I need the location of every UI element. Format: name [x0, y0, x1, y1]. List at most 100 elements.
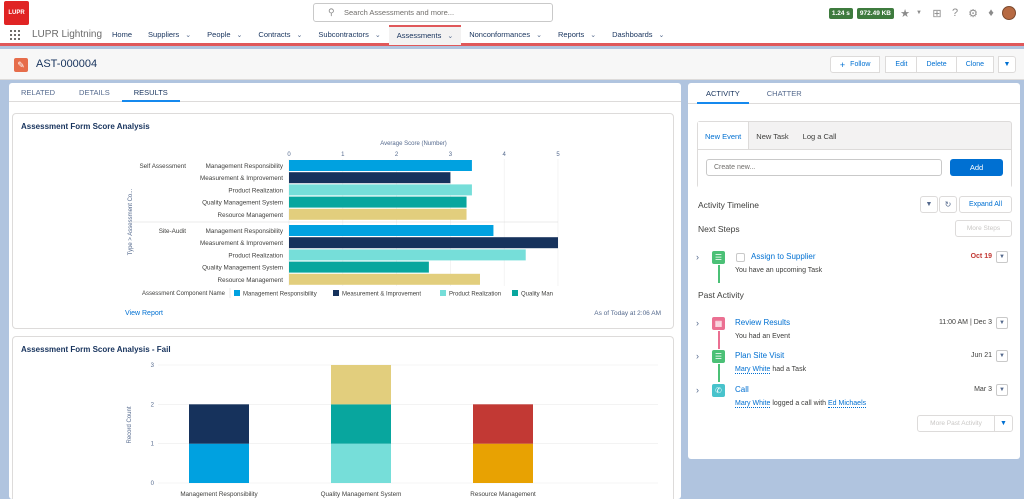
score-analysis-card: Assessment Form Score Analysis Average S…: [12, 113, 674, 329]
nav-item-assessments[interactable]: Assessments ⌄: [388, 24, 462, 45]
nav-item-subcontractors[interactable]: Subcontractors ⌄: [310, 25, 388, 45]
nav-item-reports[interactable]: Reports ⌄: [550, 25, 604, 45]
category-label: Quality Management System: [321, 491, 402, 498]
chevron-down-icon[interactable]: ⌄: [536, 31, 542, 39]
nav-item-dashboards[interactable]: Dashboards ⌄: [604, 25, 672, 45]
task-title-link[interactable]: Plan Site Visit: [735, 351, 785, 360]
event-title-link[interactable]: Review Results: [735, 318, 791, 327]
expand-all-button[interactable]: Expand All: [959, 196, 1012, 213]
bar: [289, 208, 467, 220]
delete-button[interactable]: Delete: [916, 56, 957, 73]
add-button[interactable]: Add: [950, 159, 1003, 176]
bar: [289, 249, 526, 261]
user-avatar[interactable]: [1002, 6, 1016, 20]
chevron-down-icon[interactable]: ⌄: [447, 32, 454, 40]
event-subtitle: You had an Event: [735, 333, 791, 340]
perf-memory-badge[interactable]: 972.49 KB: [856, 7, 894, 19]
timeline-item-call: › ✆ Call Mary White logged a call with E…: [696, 384, 1012, 414]
tab-related[interactable]: RELATED: [21, 88, 56, 97]
chevron-down-icon[interactable]: ⌄: [374, 31, 381, 39]
task-title-link[interactable]: Assign to Supplier: [751, 252, 816, 261]
subtitle-text: had a Task: [770, 366, 807, 373]
timeline-connector: [718, 364, 720, 382]
plus-icon: +: [839, 59, 846, 70]
tab-new-event[interactable]: New Event: [698, 122, 750, 149]
owner-link[interactable]: Mary White: [735, 366, 771, 374]
chevron-down-icon[interactable]: ⌄: [296, 31, 303, 39]
nav-item-suppliers[interactable]: Suppliers ⌄: [140, 25, 199, 45]
expand-chevron-right-icon[interactable]: ›: [696, 252, 699, 262]
global-search-input[interactable]: ⚲ Search Assessments and more...: [313, 3, 553, 22]
nav-item-label: Nonconformances: [469, 30, 531, 39]
edit-button[interactable]: Edit: [885, 56, 918, 73]
tab-details[interactable]: DETAILS: [79, 88, 110, 97]
category-label: Resource Management: [470, 491, 536, 498]
chevron-down-icon[interactable]: ▼: [1000, 420, 1007, 427]
bar: [289, 261, 429, 273]
x-tick-label: 5: [556, 152, 560, 158]
app-logo[interactable]: LUPR: [4, 1, 29, 25]
follow-button[interactable]: + Follow: [829, 56, 881, 73]
category-label: Resource Management: [218, 277, 284, 284]
task-complete-checkbox[interactable]: [736, 253, 745, 262]
subtitle-text: logged a call with: [770, 400, 828, 407]
favorites-dropdown-icon[interactable]: ▼: [916, 10, 922, 16]
category-label: Measurement & Improvement: [200, 240, 283, 247]
chevron-down-icon[interactable]: ⌄: [658, 31, 665, 39]
card-title: Assessment Form Score Analysis: [21, 122, 150, 131]
clone-button[interactable]: Clone: [955, 56, 994, 73]
tab-log-a-call[interactable]: Log a Call: [802, 132, 837, 141]
y-tick-label: 1: [151, 442, 155, 448]
perf-time-badge[interactable]: 1.24 s: [828, 7, 853, 19]
nav-item-contracts[interactable]: Contracts ⌄: [250, 25, 310, 45]
tab-results[interactable]: RESULTS: [121, 83, 180, 102]
item-actions-chevron-down-icon[interactable]: ▼: [996, 317, 1008, 329]
tab-activity[interactable]: ACTIVITY: [697, 83, 749, 104]
search-placeholder: Search Assessments and more...: [344, 8, 455, 17]
more-past-activity-button[interactable]: More Past Activity ▼: [917, 415, 1013, 432]
refresh-icon[interactable]: ↻: [939, 196, 957, 213]
app-navigation-bar: LUPR Lightning Home Suppliers ⌄ People ⌄ Cont…: [0, 24, 1024, 46]
call-title-link[interactable]: Call: [735, 385, 749, 394]
call-date: Mar 3: [974, 386, 992, 393]
app-launcher-icon[interactable]: [10, 29, 20, 40]
view-report-link[interactable]: View Report: [125, 310, 164, 317]
record-title: AST-000004: [36, 58, 98, 70]
expand-chevron-right-icon[interactable]: ›: [696, 318, 699, 328]
help-icon[interactable]: ?: [951, 7, 959, 19]
category-label: Management Responsibility: [180, 491, 258, 498]
y-axis-label: Record Count: [127, 406, 133, 443]
item-actions-chevron-down-icon[interactable]: ▼: [996, 350, 1008, 362]
chevron-down-icon[interactable]: ⌄: [590, 31, 597, 39]
nav-item-people[interactable]: People ⌄: [199, 25, 250, 45]
x-tick-label: 0: [287, 152, 291, 158]
nav-item-home[interactable]: Home: [104, 25, 140, 45]
chevron-down-icon[interactable]: ⌄: [236, 31, 243, 39]
notifications-bell-icon[interactable]: ♦: [988, 7, 994, 19]
tab-new-task[interactable]: New Task: [756, 132, 789, 141]
nav-item-nonconformances[interactable]: Nonconformances ⌄: [461, 25, 550, 45]
global-actions-plus-icon[interactable]: ⊞: [932, 7, 942, 20]
owner-link[interactable]: Mary White: [735, 400, 771, 408]
create-new-input[interactable]: Create new...: [706, 159, 942, 176]
contact-link[interactable]: Ed Michaels: [828, 400, 867, 408]
item-actions-chevron-down-icon[interactable]: ▼: [996, 384, 1008, 396]
setup-gear-icon[interactable]: ⚙: [968, 7, 978, 20]
past-activity-title: Past Activity: [698, 290, 744, 300]
stacked-bar-segment: [331, 404, 391, 444]
expand-chevron-right-icon[interactable]: ›: [696, 385, 699, 395]
nav-item-label: Home: [112, 30, 133, 39]
favorites-star-icon[interactable]: ★: [900, 7, 910, 20]
legend-title: Assessment Component Name: [142, 291, 226, 297]
item-actions-chevron-down-icon[interactable]: ▼: [996, 251, 1008, 263]
tab-chatter[interactable]: CHATTER: [766, 89, 802, 98]
score-analysis-fail-chart: Record Count 0 1 2 3 Management Responsibilit…: [127, 363, 658, 498]
expand-chevron-right-icon[interactable]: ›: [696, 351, 699, 361]
filter-funnel-icon[interactable]: ▼: [920, 196, 938, 213]
chevron-down-icon[interactable]: ⌄: [185, 31, 192, 39]
more-actions-chevron-down-icon[interactable]: ▼: [998, 56, 1016, 73]
legend-label: Measurement & Improvement: [342, 292, 421, 298]
more-steps-button[interactable]: More Steps: [955, 220, 1012, 237]
header-utilities: 1.24 s 972.49 KB ★ ▼ ⊞ ? ⚙ ♦: [828, 5, 1016, 21]
